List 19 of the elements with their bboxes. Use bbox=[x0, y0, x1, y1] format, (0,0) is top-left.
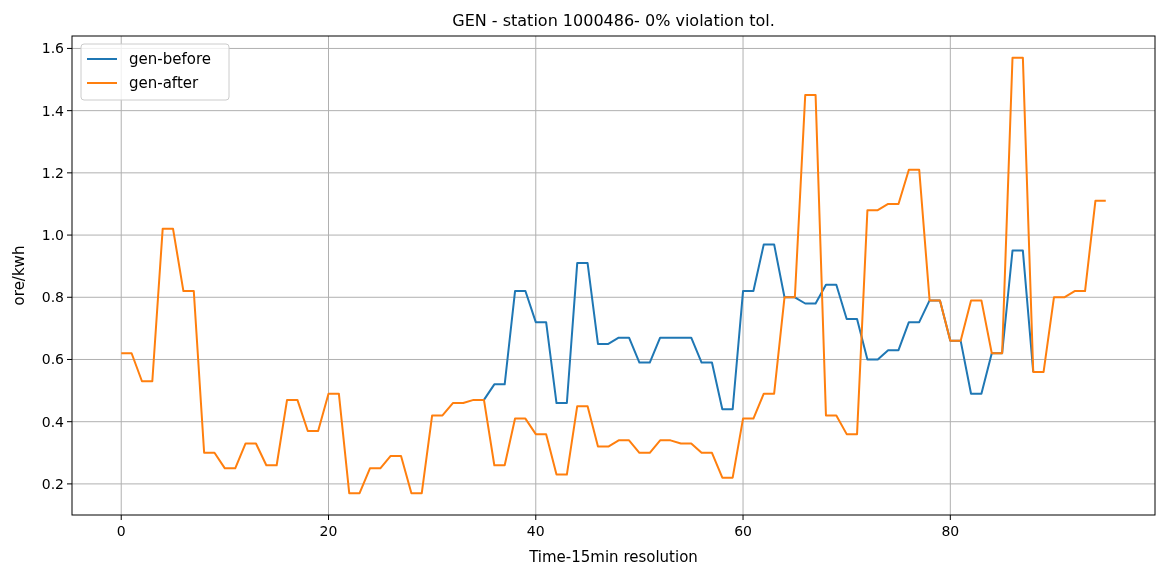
y-tick-label: 1.6 bbox=[41, 40, 65, 57]
y-tick-label: 0.4 bbox=[41, 413, 65, 430]
x-tick-label: 80 bbox=[941, 523, 960, 539]
x-tick-label: 0 bbox=[116, 523, 126, 539]
legend-label: gen-after bbox=[129, 74, 199, 92]
y-tick-label: 0.6 bbox=[41, 351, 65, 368]
legend-label: gen-before bbox=[129, 50, 211, 68]
y-axis-title: ore/kwh bbox=[10, 245, 28, 306]
y-tick-label: 0.2 bbox=[41, 475, 64, 492]
x-tick-label: 40 bbox=[526, 523, 545, 539]
y-tick-label: 0.8 bbox=[41, 289, 64, 306]
line-series bbox=[482, 243, 1035, 411]
x-tick-label: 60 bbox=[734, 523, 752, 539]
y-tick-label: 1.0 bbox=[41, 227, 64, 244]
x-tick-label: 20 bbox=[319, 523, 338, 539]
chart-title: GEN - station 1000486- 0% violation tol. bbox=[452, 11, 775, 30]
y-tick-label: 1.4 bbox=[41, 102, 65, 119]
x-axis-title: Time-15min resolution bbox=[528, 548, 698, 566]
y-tick-label: 1.2 bbox=[41, 164, 64, 181]
